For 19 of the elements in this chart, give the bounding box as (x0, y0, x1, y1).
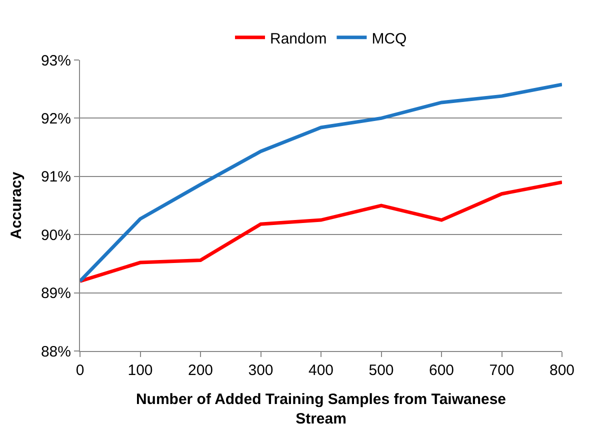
x-axis-title: Number of Added Training Samples from Taiwanese Stream (136, 391, 506, 428)
x-tick-label: 200 (188, 362, 214, 379)
y-tick-label: 88% (40, 343, 71, 360)
x-tick-label: 500 (368, 362, 394, 379)
x-tick-label: 600 (428, 362, 454, 379)
x-tick-label: 0 (76, 362, 84, 379)
x-tick-label: 700 (489, 362, 514, 379)
y-tick-label: 91% (40, 168, 71, 186)
legend-label: MCQ (372, 30, 407, 48)
y-tick-label: 90% (40, 226, 71, 244)
x-tick-label: 800 (549, 362, 575, 379)
y-axis-title: Accuracy (8, 171, 26, 240)
legend-label: Random (270, 30, 327, 48)
y-tick-label: 93% (40, 52, 71, 70)
x-tick-label: 400 (308, 362, 334, 379)
x-tick-label: 300 (248, 362, 274, 379)
x-tick-label: 100 (128, 362, 153, 379)
y-tick-label: 92% (40, 110, 71, 128)
y-tick-label: 89% (40, 285, 71, 302)
